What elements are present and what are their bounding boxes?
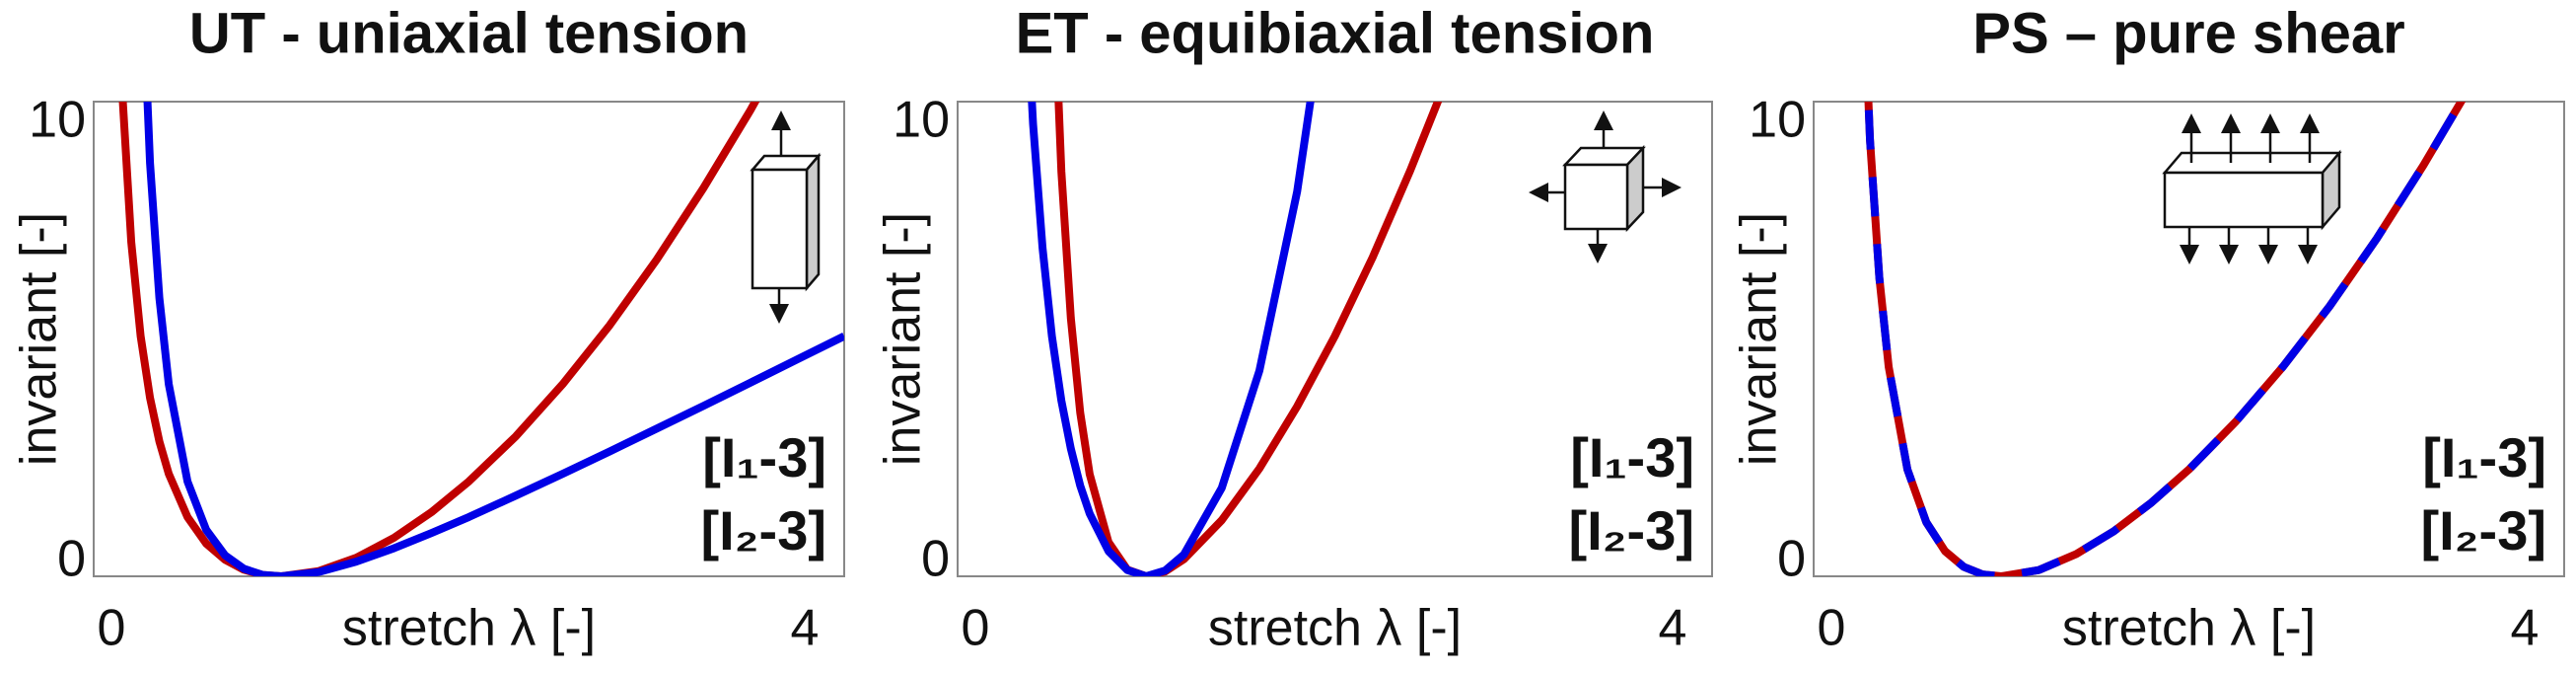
series-line bbox=[143, 102, 844, 576]
y-tick-label: 0 bbox=[921, 531, 950, 588]
chart-title: ET - equibiaxial tension bbox=[1016, 1, 1655, 65]
chart-title: PS – pure shear bbox=[1972, 1, 2404, 65]
y-tick-label: 10 bbox=[29, 92, 86, 149]
y-axis-label: invariant [-] bbox=[1731, 212, 1788, 466]
x-axis-label: stretch λ [-] bbox=[342, 600, 596, 657]
x-tick-label: 4 bbox=[2511, 600, 2540, 657]
plot-frame bbox=[957, 101, 1713, 577]
x-axis-label: stretch λ [-] bbox=[1208, 600, 1462, 657]
legend-label: [I₁-3] bbox=[702, 426, 826, 488]
x-tick-label: 4 bbox=[1659, 600, 1687, 657]
plot-area bbox=[1028, 102, 1443, 576]
plot-area bbox=[1864, 102, 2467, 576]
pure-shear-icon bbox=[2162, 113, 2342, 264]
legend-label: [I₂-3] bbox=[2420, 499, 2546, 562]
uniaxial-icon bbox=[750, 111, 822, 324]
series-line bbox=[1864, 102, 2467, 576]
legend-label: [I₂-3] bbox=[700, 499, 826, 562]
legend-label: [I₂-3] bbox=[1568, 499, 1694, 562]
chart-title: UT - uniaxial tension bbox=[189, 1, 749, 65]
legend-label: [I₁-3] bbox=[1570, 426, 1694, 488]
equibiaxial-icon bbox=[1529, 111, 1682, 263]
y-tick-label: 0 bbox=[1777, 531, 1806, 588]
series-line bbox=[1028, 102, 1315, 576]
y-tick-label: 0 bbox=[57, 531, 86, 588]
y-tick-label: 10 bbox=[1749, 92, 1806, 149]
x-tick-label: 0 bbox=[1818, 600, 1846, 657]
x-tick-label: 0 bbox=[98, 600, 126, 657]
legend-label: [I₁-3] bbox=[2422, 426, 2546, 488]
x-axis-label: stretch λ [-] bbox=[2062, 600, 2316, 657]
x-tick-label: 0 bbox=[962, 600, 990, 657]
series-line bbox=[118, 102, 760, 576]
plot-area bbox=[118, 102, 844, 576]
y-axis-label: invariant [-] bbox=[875, 212, 932, 466]
x-tick-label: 4 bbox=[791, 600, 820, 657]
plot-frame bbox=[1813, 101, 2565, 577]
y-axis-label: invariant [-] bbox=[11, 212, 68, 466]
y-tick-label: 10 bbox=[893, 92, 950, 149]
